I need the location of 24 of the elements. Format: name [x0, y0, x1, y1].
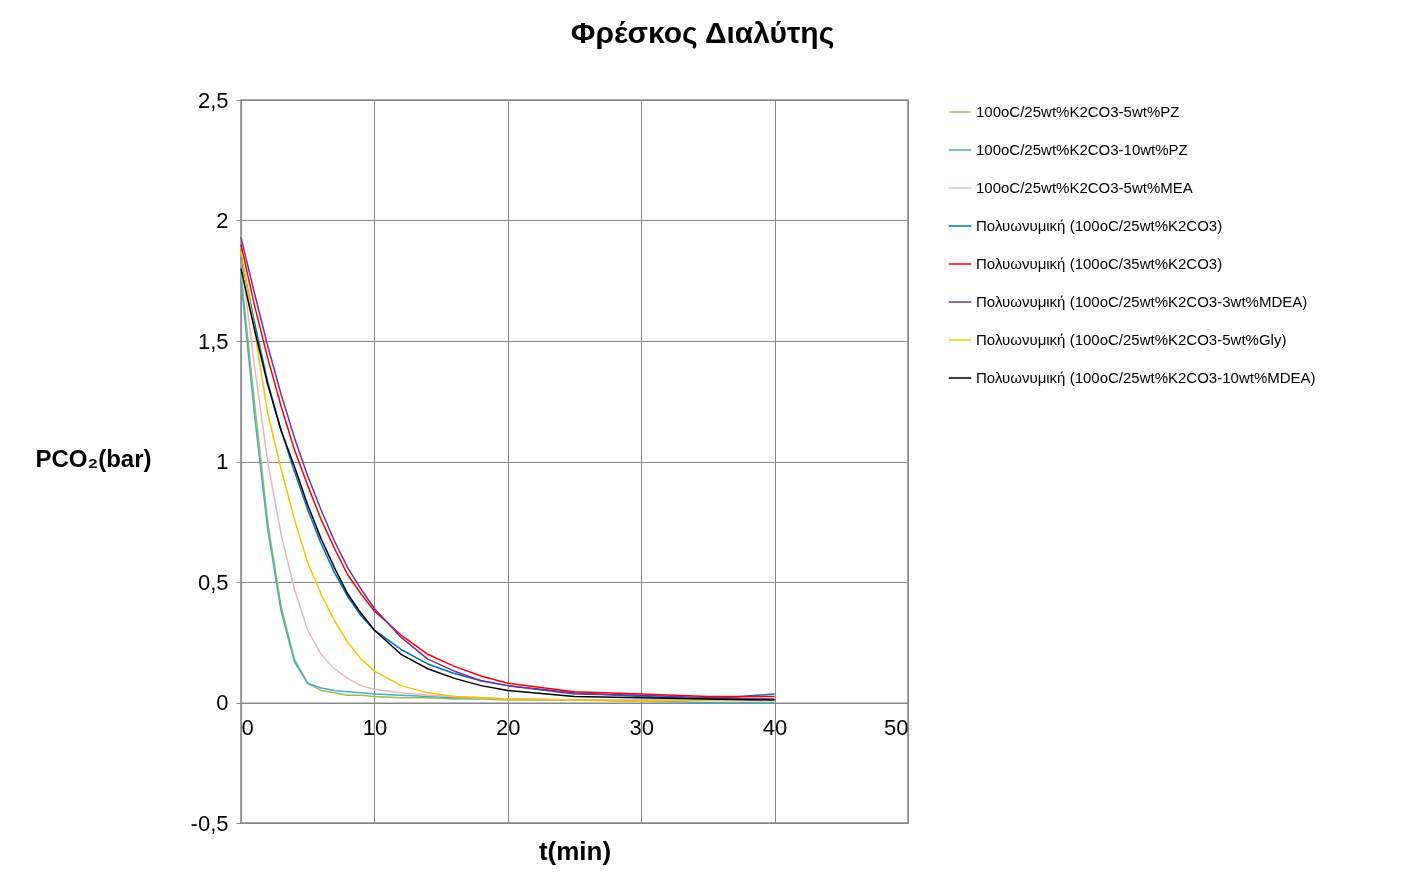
- legend-label: 100oC/25wt%K2CO3-5wt%PZ: [976, 103, 1180, 120]
- x-tick-label: 30: [629, 715, 654, 740]
- y-tick-label: 2: [216, 208, 229, 233]
- x-tick-label: 40: [762, 715, 788, 740]
- y-axis-title: PCO₂(bar): [35, 445, 152, 472]
- x-tick-label: 20: [496, 715, 521, 740]
- y-tick-label: 1: [216, 449, 229, 474]
- y-tick-label: -0,5: [190, 810, 229, 836]
- x-tick-label: 0: [241, 715, 254, 740]
- legend-label: Πολυωνυμική (100oC/25wt%K2CO3): [976, 217, 1223, 234]
- y-tick-label: 1,5: [197, 328, 229, 354]
- legend-label: 100oC/25wt%K2CO3-5wt%MEA: [976, 179, 1193, 196]
- x-tick-label: 50: [884, 715, 909, 740]
- x-axis-title: t(min): [538, 835, 612, 866]
- legend-label: Πολυωνυμική (100oC/25wt%K2CO3-10wt%MDEA): [976, 369, 1316, 386]
- legend-label: Πολυωνυμική (100oC/25wt%K2CO3-3wt%MDEA): [976, 293, 1308, 310]
- y-tick-label: 0,5: [197, 569, 229, 595]
- x-tick-label: 10: [362, 715, 388, 740]
- y-tick-label: 2,5: [197, 87, 229, 113]
- legend-label: 100oC/25wt%K2CO3-10wt%PZ: [976, 141, 1188, 158]
- legend-label: Πολυωνυμική (100oC/25wt%K2CO3-5wt%Gly): [976, 331, 1287, 348]
- legend-label: Πολυωνυμική (100oC/35wt%K2CO3): [976, 255, 1223, 272]
- y-tick-label: 0: [216, 690, 229, 715]
- chart-title: Φρέσκος Διαλύτης: [570, 16, 835, 49]
